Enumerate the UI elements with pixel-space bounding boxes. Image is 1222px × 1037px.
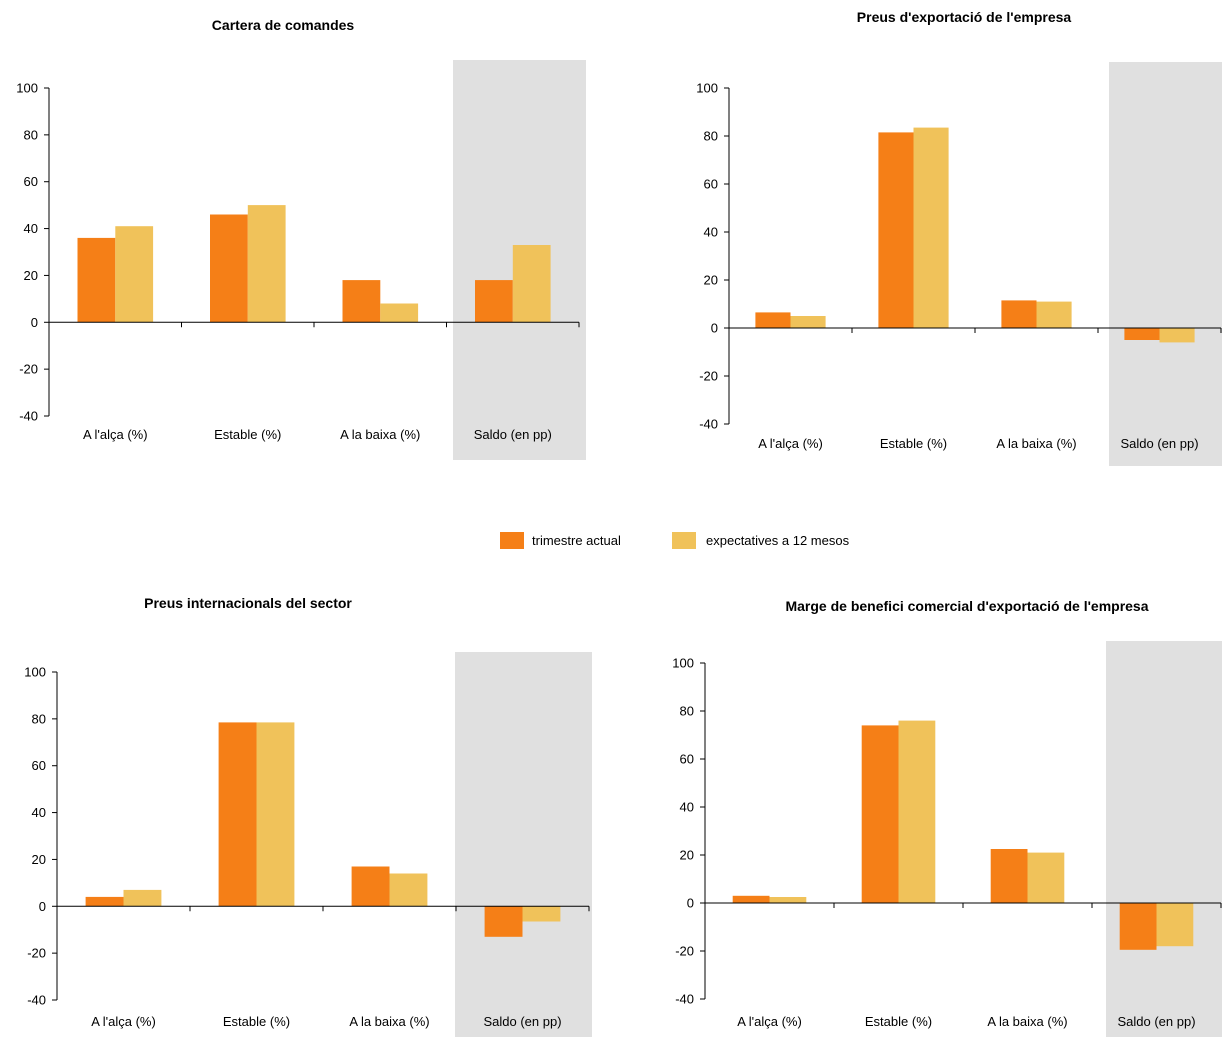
y-tick-label: 80 (680, 704, 694, 719)
category-label: Saldo (en pp) (474, 427, 552, 442)
bar-expectatives-0 (790, 316, 826, 328)
chart-title: Cartera de comandes (212, 17, 355, 33)
y-tick-label: -20 (27, 946, 46, 961)
y-tick-label: 0 (687, 896, 694, 911)
highlight-band (455, 652, 592, 1037)
category-label: Saldo (en pp) (1120, 436, 1198, 451)
y-tick-label: 40 (24, 221, 38, 236)
bar-trimestre-actual-1 (210, 214, 248, 323)
y-tick-label: -20 (19, 362, 38, 377)
y-tick-label: 80 (704, 129, 718, 144)
bar-trimestre-actual-2 (351, 866, 390, 907)
bar-trimestre-actual-0 (77, 237, 116, 323)
y-tick-label: 20 (32, 852, 46, 867)
bar-expectatives-1 (256, 722, 295, 907)
chart-preus-exportacio: Preus d'exportació de l'empresa 100 80 60 4… (696, 9, 1222, 466)
y-tick-label: 80 (32, 711, 46, 726)
bar-trimestre-actual-1 (218, 722, 257, 907)
y-tick-label: 100 (672, 656, 694, 671)
bar-expectatives-3 (522, 906, 561, 922)
bar-expectatives-2 (1036, 301, 1072, 328)
legend-label-expectatives: expectatives a 12 mesos (706, 533, 850, 548)
y-tick-label: 100 (24, 665, 46, 680)
category-label: A l'alça (%) (737, 1014, 802, 1029)
legend-swatch-trimestre-actual (500, 532, 524, 549)
bar-trimestre-actual-0 (755, 312, 791, 328)
y-tick-label: 0 (711, 321, 718, 336)
category-label: A l'alça (%) (91, 1014, 156, 1029)
bar-expectatives-1 (913, 127, 949, 328)
bar-expectatives-2 (1027, 852, 1065, 903)
bar-trimestre-actual-0 (732, 895, 770, 903)
chart-title: Preus internacionals del sector (144, 595, 352, 611)
category-label: Saldo (en pp) (1117, 1014, 1195, 1029)
chart-title: Marge de benefici comercial d'exportació… (785, 598, 1148, 614)
category-label: Saldo (en pp) (483, 1014, 561, 1029)
bar-trimestre-actual-2 (1001, 300, 1037, 328)
y-tick-label: 100 (696, 81, 718, 96)
y-tick-label: 100 (16, 81, 38, 96)
y-tick-label: -20 (675, 944, 694, 959)
category-label: A l'alça (%) (83, 427, 148, 442)
bar-trimestre-actual-0 (85, 896, 124, 907)
y-tick-label: 0 (31, 315, 38, 330)
y-tick-label: 60 (32, 758, 46, 773)
bar-expectatives-3 (1156, 903, 1194, 947)
category-label: Estable (%) (223, 1014, 290, 1029)
category-label: Estable (%) (865, 1014, 932, 1029)
bar-trimestre-actual-3 (475, 280, 513, 323)
y-tick-label: 60 (704, 177, 718, 192)
bar-expectatives-3 (512, 245, 551, 323)
y-tick-label: 60 (24, 174, 38, 189)
bar-expectatives-1 (247, 205, 286, 323)
y-tick-label: 0 (39, 899, 46, 914)
category-label: A la baixa (%) (349, 1014, 429, 1029)
category-label: A la baixa (%) (340, 427, 420, 442)
category-label: A l'alça (%) (758, 436, 823, 451)
legend-label-trimestre-actual: trimestre actual (532, 533, 621, 548)
y-tick-label: 80 (24, 127, 38, 142)
chart-title: Preus d'exportació de l'empresa (857, 9, 1072, 25)
y-tick-label: 40 (704, 225, 718, 240)
y-tick-label: -40 (27, 993, 46, 1008)
bar-trimestre-actual-3 (1119, 903, 1157, 950)
chart-marge-de-benefici: Marge de benefici comercial d'exportació… (672, 598, 1222, 1037)
highlight-band (1109, 62, 1222, 466)
bar-expectatives-3 (1159, 328, 1195, 343)
y-tick-label: -40 (699, 417, 718, 432)
y-tick-label: -40 (675, 992, 694, 1007)
chart-preus-internacionals: Preus internacionals del sector 100 80 60 4… (24, 595, 592, 1037)
legend-swatch-expectatives (672, 532, 696, 549)
bar-trimestre-actual-2 (342, 280, 381, 323)
legend: trimestre actual expectatives a 12 mesos (500, 532, 850, 549)
bar-expectatives-1 (898, 720, 936, 903)
bar-expectatives-0 (115, 226, 154, 323)
bar-expectatives-0 (769, 897, 807, 903)
y-tick-label: 20 (680, 848, 694, 863)
y-tick-label: 40 (32, 805, 46, 820)
y-tick-label: 40 (680, 800, 694, 815)
bar-trimestre-actual-1 (861, 725, 899, 903)
bar-expectatives-2 (380, 303, 419, 323)
bar-expectatives-0 (123, 889, 162, 907)
highlight-band (1106, 641, 1222, 1037)
bar-trimestre-actual-2 (990, 849, 1028, 903)
category-label: A la baixa (%) (987, 1014, 1067, 1029)
y-tick-label: 20 (24, 268, 38, 283)
category-label: A la baixa (%) (996, 436, 1076, 451)
y-tick-label: -20 (699, 369, 718, 384)
y-tick-label: -40 (19, 409, 38, 424)
y-tick-label: 20 (704, 273, 718, 288)
bar-trimestre-actual-3 (484, 906, 523, 937)
bar-expectatives-2 (389, 873, 428, 907)
bar-trimestre-actual-1 (878, 132, 914, 328)
chart-cartera-de-comandes: Cartera de comandes 100 80 60 40 20 0 -20 -40 A … (16, 17, 586, 460)
bar-trimestre-actual-3 (1124, 328, 1160, 340)
category-label: Estable (%) (214, 427, 281, 442)
category-label: Estable (%) (880, 436, 947, 451)
y-tick-label: 60 (680, 752, 694, 767)
